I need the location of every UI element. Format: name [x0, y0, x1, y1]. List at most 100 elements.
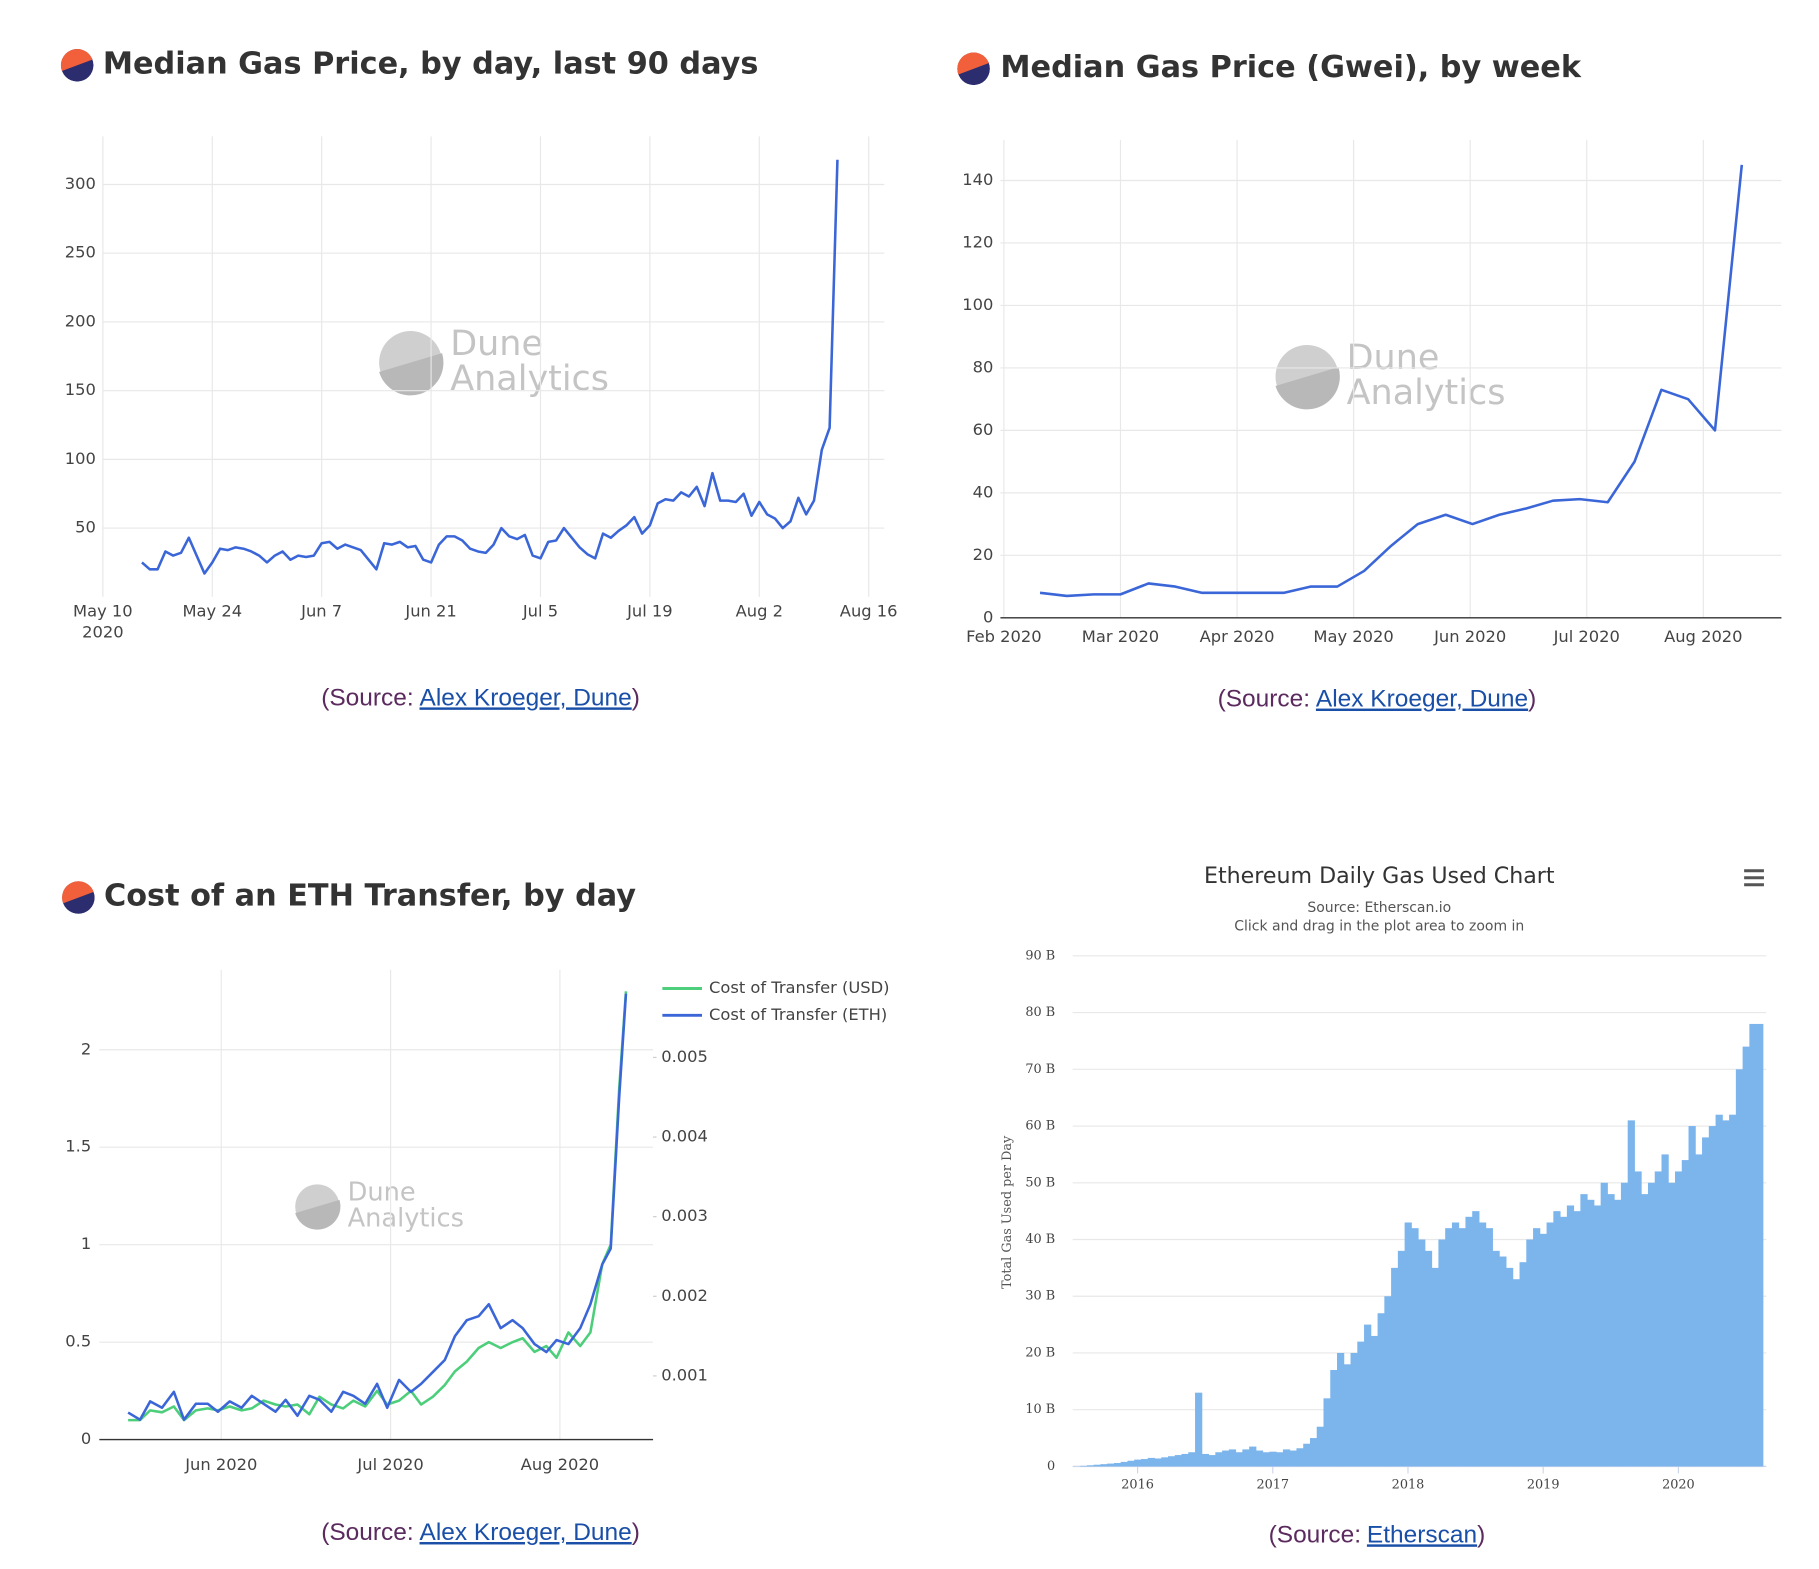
bar	[1276, 1452, 1284, 1467]
source-caption: (Source: Alex Kroeger, Dune)	[1218, 686, 1537, 713]
bar	[1107, 1463, 1115, 1467]
bar	[1093, 1464, 1101, 1467]
x-tick-label: May 10	[73, 601, 133, 620]
bar	[1188, 1452, 1196, 1467]
bar	[1485, 1228, 1493, 1467]
bar	[1174, 1455, 1182, 1467]
bar	[1100, 1464, 1108, 1467]
y-tick-label: 80 B	[1025, 1005, 1055, 1020]
bar	[1215, 1452, 1223, 1467]
bar	[1465, 1216, 1473, 1467]
bar	[1181, 1453, 1189, 1467]
x-tick-label: Feb 2020	[966, 627, 1042, 646]
y-tick-label: 150	[65, 380, 96, 399]
menu-button[interactable]	[1744, 869, 1764, 887]
bar	[1249, 1446, 1257, 1467]
x-tick-label: Jul 19	[626, 601, 673, 620]
y-tick-label: 10 B	[1025, 1402, 1055, 1417]
y-tick-label: 0.5	[65, 1332, 91, 1351]
bar	[1675, 1171, 1683, 1467]
bar	[1661, 1154, 1669, 1467]
source-link[interactable]: Alex Kroeger, Dune	[420, 1519, 632, 1546]
caption-text: )	[1477, 1522, 1485, 1549]
bar	[1337, 1352, 1345, 1467]
source-link[interactable]: Alex Kroeger, Dune	[1316, 686, 1528, 713]
bar	[1418, 1239, 1426, 1467]
bar	[1404, 1222, 1412, 1467]
x-tick-label: Jun 21	[404, 601, 456, 620]
bar	[1600, 1182, 1608, 1467]
bar	[1647, 1182, 1656, 1467]
watermark-logo	[379, 353, 444, 396]
bar	[1168, 1456, 1176, 1467]
dune-icon	[62, 881, 95, 914]
bar	[1384, 1296, 1392, 1467]
y-tick-label: 100	[65, 449, 96, 468]
bar	[1620, 1182, 1629, 1467]
y-tick-label: 0	[81, 1429, 91, 1448]
bar	[1154, 1458, 1162, 1467]
bar	[1397, 1250, 1406, 1467]
y-tick-label: 50	[75, 518, 96, 537]
bar	[1161, 1457, 1169, 1467]
x-tick-label: Aug 2020	[521, 1455, 599, 1474]
bar	[1309, 1438, 1318, 1467]
chart-subtitle: Source: Etherscan.io	[1307, 900, 1451, 916]
bar	[1526, 1239, 1534, 1467]
caption-text: )	[632, 1519, 640, 1546]
bar	[1715, 1114, 1723, 1467]
bar	[1546, 1222, 1554, 1467]
bar	[1134, 1459, 1142, 1467]
bar	[1566, 1205, 1575, 1467]
bar	[1506, 1267, 1514, 1467]
bar	[1370, 1335, 1379, 1467]
y-tick-label: 120	[962, 232, 993, 251]
chart-title: Median Gas Price (Gwei), by week	[1000, 50, 1581, 85]
y-tick-label: 140	[962, 170, 993, 189]
bar	[1593, 1205, 1602, 1467]
bar	[1735, 1069, 1744, 1467]
y-tick-label: 40 B	[1025, 1232, 1055, 1247]
source-link[interactable]: Alex Kroeger, Dune	[420, 685, 632, 712]
y-tick-label: 2	[81, 1039, 91, 1058]
bar	[1451, 1222, 1460, 1467]
bar	[1729, 1114, 1737, 1467]
source-link[interactable]: Etherscan	[1367, 1522, 1477, 1549]
legend-label: Cost of Transfer (USD)	[709, 978, 890, 997]
bar	[1702, 1137, 1710, 1467]
caption-text: (Source:	[1218, 686, 1310, 713]
data-line	[141, 159, 839, 575]
data-line	[127, 993, 628, 1421]
bar	[1242, 1449, 1250, 1467]
bar	[1289, 1450, 1297, 1467]
bar	[1323, 1398, 1331, 1467]
y2-tick-label: 0.005	[661, 1047, 708, 1066]
bar	[1235, 1452, 1243, 1467]
source-caption: (Source: Alex Kroeger, Dune)	[321, 1519, 640, 1546]
y-tick-label: 90 B	[1025, 948, 1055, 963]
y-tick-label: 1	[81, 1234, 91, 1253]
bar	[1262, 1452, 1270, 1467]
y2-tick-label: 0.001	[661, 1365, 708, 1384]
bar	[1330, 1369, 1338, 1467]
bar	[1634, 1171, 1642, 1467]
source-caption: (Source: Alex Kroeger, Dune)	[321, 685, 640, 712]
bar	[1201, 1453, 1210, 1467]
watermark-logo	[1275, 367, 1340, 410]
caption-text: (Source:	[321, 1519, 413, 1546]
y2-tick-label: 0.003	[661, 1206, 708, 1225]
bar	[1654, 1171, 1662, 1467]
y-tick-label: 200	[65, 311, 96, 330]
bar	[1431, 1267, 1439, 1467]
bar	[1140, 1459, 1149, 1467]
caption-text: (Source:	[321, 685, 413, 712]
watermark-text: Analytics	[1347, 373, 1506, 413]
bar	[1722, 1120, 1730, 1467]
bar	[1120, 1461, 1128, 1467]
x-tick-label: May 24	[182, 601, 242, 620]
bar	[1147, 1457, 1155, 1467]
bar	[1458, 1228, 1466, 1467]
bar	[1350, 1352, 1358, 1467]
dune-icon	[60, 48, 94, 82]
